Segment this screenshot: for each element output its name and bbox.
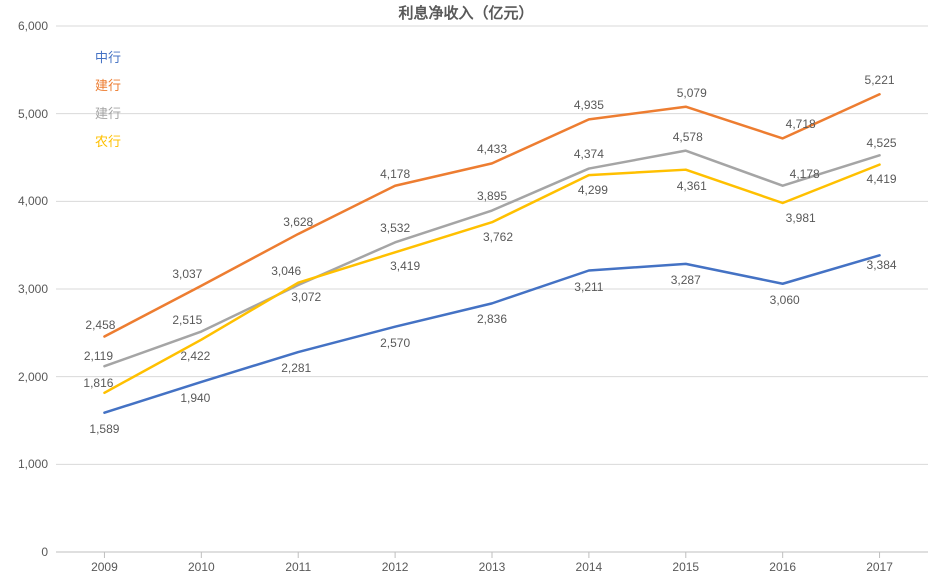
legend: 中行建行建行农行	[95, 44, 121, 156]
y-tick-label: 2,000	[0, 370, 48, 384]
x-tick-label: 2011	[285, 560, 311, 574]
legend-item: 建行	[95, 100, 121, 128]
x-tick-label: 2013	[479, 560, 506, 574]
legend-item: 建行	[95, 72, 121, 100]
x-tick-label: 2009	[91, 560, 118, 574]
x-tick-label: 2016	[769, 560, 796, 574]
line-chart: 利息净收入（亿元） 中行建行建行农行 01,0002,0003,0004,000…	[0, 0, 932, 583]
y-tick-label: 3,000	[0, 282, 48, 296]
x-tick-label: 2012	[382, 560, 409, 574]
y-tick-label: 0	[0, 545, 48, 559]
y-tick-label: 6,000	[0, 19, 48, 33]
x-tick-label: 2010	[188, 560, 215, 574]
y-tick-label: 1,000	[0, 457, 48, 471]
legend-item: 中行	[95, 44, 121, 72]
legend-item: 农行	[95, 128, 121, 156]
plot-svg	[0, 0, 932, 583]
y-tick-label: 5,000	[0, 107, 48, 121]
x-tick-label: 2014	[576, 560, 603, 574]
x-tick-label: 2015	[672, 560, 699, 574]
x-tick-label: 2017	[866, 560, 893, 574]
y-tick-label: 4,000	[0, 194, 48, 208]
